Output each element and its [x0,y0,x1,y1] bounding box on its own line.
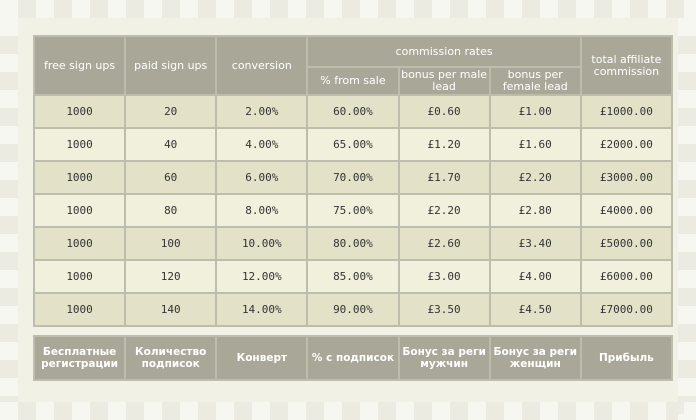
table-cell: £6000.00 [581,261,671,292]
header-paid-sign-ups: paid sign ups [126,37,216,94]
ru-header-row: Бесплатные регистрации Количество подписо… [35,337,671,379]
table-cell: £2.80 [490,195,580,226]
table-row: 1000 140 14.00% 90.00% £3.50 £4.50 £7000.00 [35,294,671,325]
table-cell: 10.00% [217,228,307,259]
table-cell: £2000.00 [581,129,671,160]
ru-header-cell: Бонус за реги женщин [490,337,580,379]
table-cell: 140 [126,294,216,325]
ru-header-cell: Бесплатные регистрации [35,337,125,379]
ru-header-cell: % с подписок [308,337,398,379]
table-cell: 100 [126,228,216,259]
table-cell: 1000 [35,195,125,226]
table-cell: 60.00% [308,96,398,127]
table-cell: 1000 [35,228,125,259]
table-cell: 120 [126,261,216,292]
header-bonus-female: bonus per female lead [490,68,580,94]
table-cell: 40 [126,129,216,160]
table-row: 1000 120 12.00% 85.00% £3.00 £4.00 £6000.00 [35,261,671,292]
header-total-commission: total affiliate commission [581,37,671,94]
table-cell: 6.00% [217,162,307,193]
header-percent-from-sale: % from sale [308,68,398,94]
commission-table: free sign ups paid sign ups conversion c… [33,35,673,327]
table-cell: £0.60 [399,96,489,127]
table-cell: £1.70 [399,162,489,193]
table-cell: £2.20 [399,195,489,226]
table-cell: 80 [126,195,216,226]
table-cell: 1000 [35,294,125,325]
table-cell: £2.20 [490,162,580,193]
table-cell: 2.00% [217,96,307,127]
table-cell: £3000.00 [581,162,671,193]
table-row: 1000 40 4.00% 65.00% £1.20 £1.60 £2000.00 [35,129,671,160]
table-cell: 12.00% [217,261,307,292]
table-cell: 60 [126,162,216,193]
ru-header-cell: Бонус за реги мужчин [399,337,489,379]
table-cell: 1000 [35,261,125,292]
table-cell: £1.20 [399,129,489,160]
table-cell: 1000 [35,162,125,193]
header-bonus-male: bonus per male lead [399,68,489,94]
table-cell: £5000.00 [581,228,671,259]
header-conversion: conversion [217,37,307,94]
table-cell: £3.00 [399,261,489,292]
table-cell: £2.60 [399,228,489,259]
table-row: 1000 100 10.00% 80.00% £2.60 £3.40 £5000.00 [35,228,671,259]
table-cell: £7000.00 [581,294,671,325]
table-row: 1000 60 6.00% 70.00% £1.70 £2.20 £3000.00 [35,162,671,193]
header-commission-rates: commission rates [308,37,580,66]
table-cell: £1.00 [490,96,580,127]
table-cell: 4.00% [217,129,307,160]
table-cell: 1000 [35,96,125,127]
ru-header-cell: Конверт [217,337,307,379]
table-cell: 1000 [35,129,125,160]
ru-header-cell: Количество подписок [126,337,216,379]
table-cell: £4.00 [490,261,580,292]
table-cell: 85.00% [308,261,398,292]
table-cell: 8.00% [217,195,307,226]
table-cell: £3.50 [399,294,489,325]
table-cell: 75.00% [308,195,398,226]
table-cell: 80.00% [308,228,398,259]
table-cell: £4.50 [490,294,580,325]
table-row: 1000 80 8.00% 75.00% £2.20 £2.80 £4000.00 [35,195,671,226]
table-cell: 14.00% [217,294,307,325]
table-cell: £1.60 [490,129,580,160]
table-cell: 20 [126,96,216,127]
table-cell: £4000.00 [581,195,671,226]
russian-header-table: Бесплатные регистрации Количество подписо… [33,335,673,381]
header-free-sign-ups: free sign ups [35,37,125,94]
ru-header-cell: Прибыль [581,337,671,379]
table-cell: 90.00% [308,294,398,325]
table-cell: £1000.00 [581,96,671,127]
table-cell: £3.40 [490,228,580,259]
table-cell: 65.00% [308,129,398,160]
table-row: 1000 20 2.00% 60.00% £0.60 £1.00 £1000.00 [35,96,671,127]
table-cell: 70.00% [308,162,398,193]
